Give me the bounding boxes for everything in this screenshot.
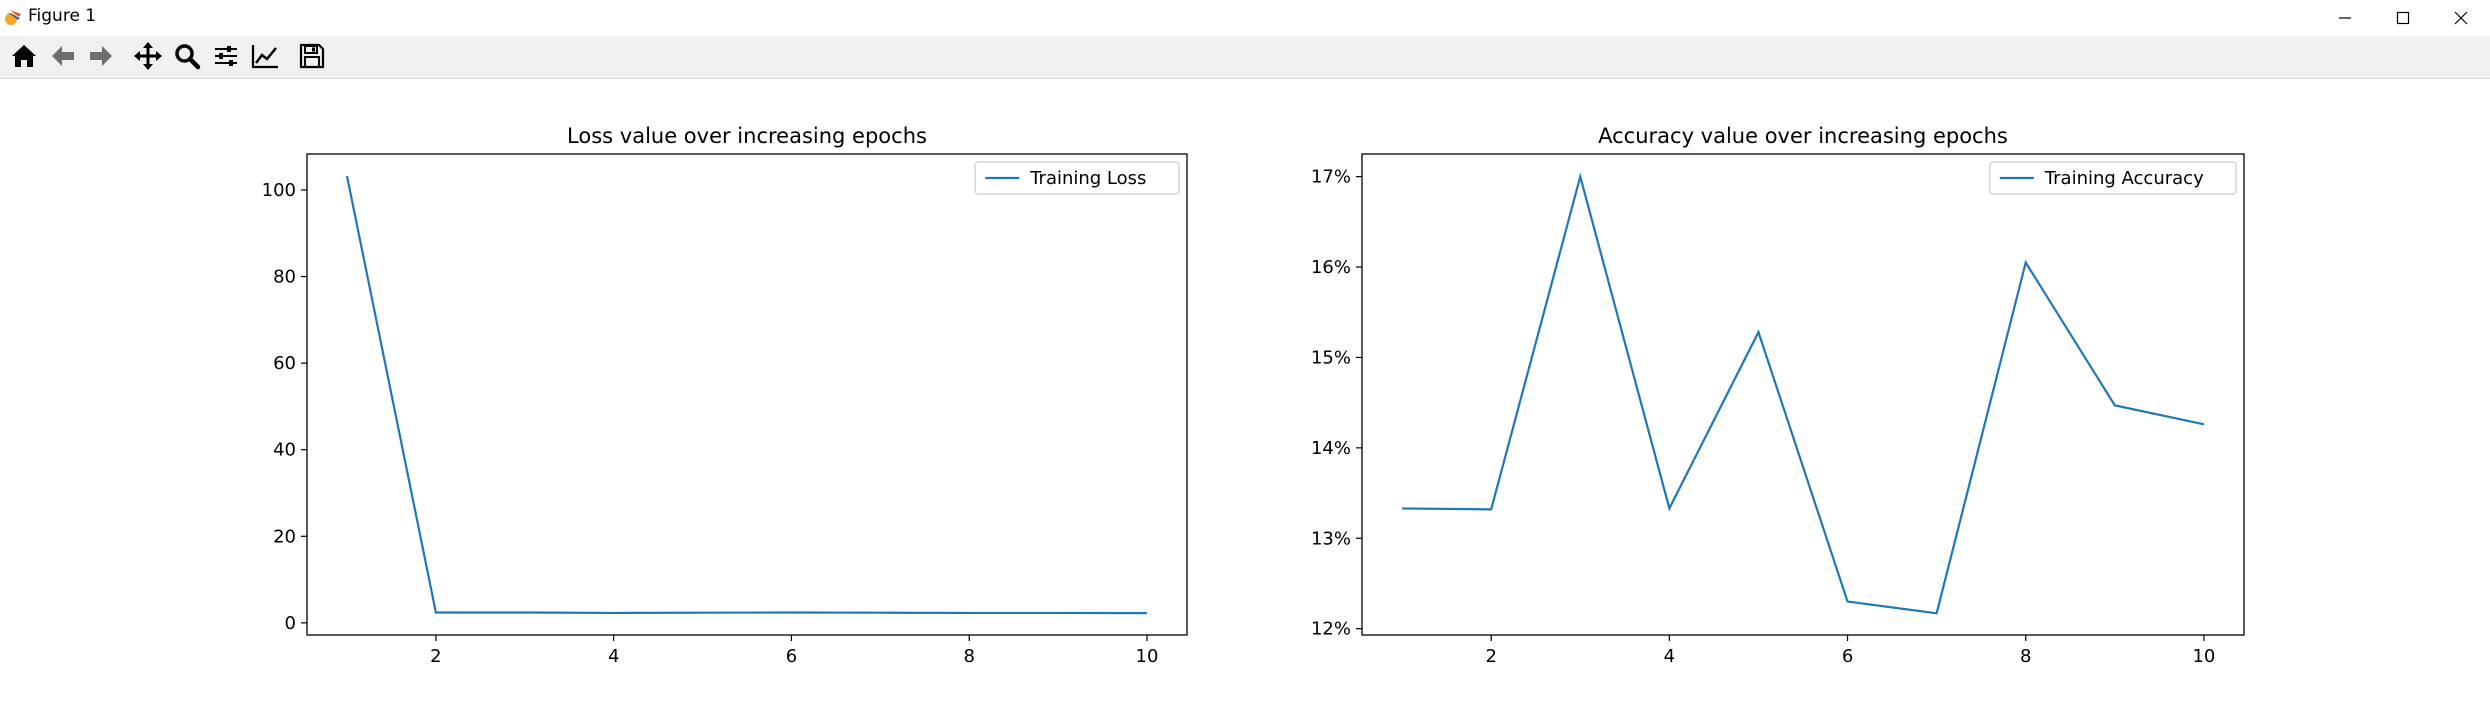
customize-button[interactable] — [248, 39, 282, 73]
matplotlib-icon — [4, 8, 24, 28]
arrow-right-icon — [90, 46, 112, 66]
figure-canvas[interactable]: Loss value over increasing epochs 2 4 6 8 10 0… — [0, 79, 2490, 702]
chart-2-legend-frame — [1989, 161, 2237, 195]
pan-button[interactable] — [131, 39, 165, 73]
close-icon — [2454, 11, 2468, 25]
save-button[interactable] — [295, 39, 329, 73]
chart-2-xtick-label: 4 — [1664, 646, 1675, 667]
chart-1-ytick-label: 40 — [273, 440, 296, 461]
forward-button[interactable] — [84, 39, 118, 73]
back-button[interactable] — [46, 39, 80, 73]
chart-1-ytick-label: 20 — [273, 526, 296, 547]
subplots-button[interactable] — [209, 39, 243, 73]
chart-1-title: Loss value over increasing epochs — [567, 124, 927, 148]
chart-2-xtick-label: 6 — [1842, 646, 1853, 667]
chart-1-legend-frame — [974, 161, 1180, 195]
chart-1-ytick-label: 80 — [273, 267, 296, 288]
zoom-button[interactable] — [170, 39, 204, 73]
move-arrows-icon — [134, 42, 162, 70]
chart-2-ytick-label: 15% — [1311, 347, 1351, 368]
arrow-left-icon — [52, 46, 74, 66]
close-button[interactable] — [2432, 0, 2490, 36]
chart-1-ytick-label: 0 — [285, 613, 296, 634]
line-chart-icon — [251, 45, 278, 69]
chart-2-ytick-label: 13% — [1311, 528, 1351, 549]
chart-2-xtick-label: 10 — [2192, 646, 2215, 667]
chart-2-legend-label: Training Accuracy — [2044, 168, 2204, 189]
chart-2-title: Accuracy value over increasing epochs — [1598, 124, 2008, 148]
home-button[interactable] — [7, 39, 41, 73]
chart-1-series-line — [345, 175, 1148, 615]
sliders-icon — [215, 46, 237, 66]
chart-1-legend: Training Loss — [974, 161, 1180, 195]
chart-1-ytick-label: 100 — [262, 180, 296, 201]
minimize-icon — [2339, 17, 2351, 19]
chart-1-ytick-label: 60 — [273, 353, 296, 374]
chart-1-xtick-label: 10 — [1136, 646, 1159, 667]
minimize-button[interactable] — [2316, 0, 2374, 36]
home-icon — [12, 45, 36, 67]
chart-2-axes-frame — [1361, 153, 2245, 636]
maximize-button[interactable] — [2374, 0, 2432, 36]
chart-1-legend-label: Training Loss — [1029, 168, 1146, 189]
chart-2[interactable]: Accuracy value over increasing epochs 2 4 6… — [1311, 124, 2245, 667]
chart-2-ytick-label: 14% — [1311, 438, 1351, 459]
chart-1-xtick-label: 6 — [786, 646, 797, 667]
chart-2-ytick-label: 17% — [1311, 167, 1351, 188]
maximize-icon — [2396, 11, 2410, 25]
chart-1-axes-frame — [306, 153, 1188, 636]
floppy-disk-icon — [299, 43, 325, 69]
chart-2-ytick-label: 16% — [1311, 257, 1351, 278]
navigation-toolbar — [0, 36, 2490, 79]
chart-2-series-line — [1402, 172, 2205, 615]
window-title: Figure 1 — [28, 6, 97, 26]
chart-2-xtick-label: 2 — [1485, 646, 1496, 667]
title-bar: Figure 1 — [0, 0, 2490, 36]
chart-1-xtick-label: 2 — [430, 646, 441, 667]
chart-2-ytick-label: 12% — [1311, 619, 1351, 640]
chart-1-xtick-label: 4 — [608, 646, 619, 667]
magnifier-icon — [175, 44, 201, 70]
chart-2-legend: Training Accuracy — [1989, 161, 2237, 195]
chart-1-xtick-label: 8 — [963, 646, 974, 667]
chart-2-xtick-label: 8 — [2020, 646, 2031, 667]
